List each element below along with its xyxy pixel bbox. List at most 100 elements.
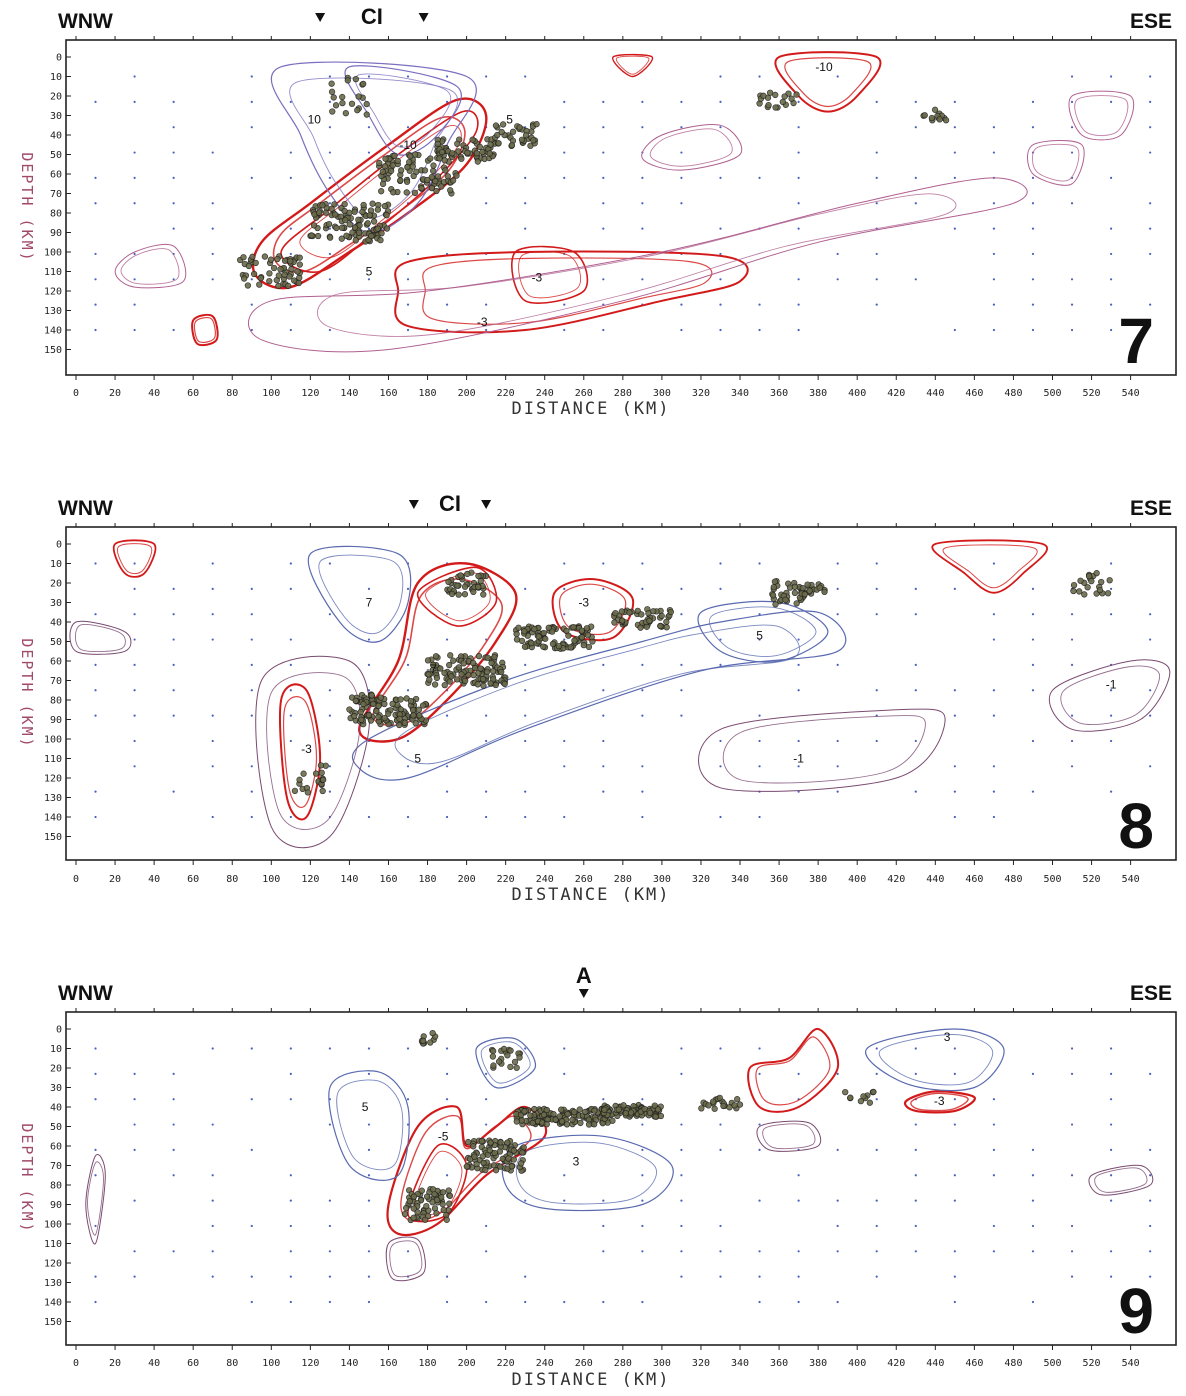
x-tick-label: 420 xyxy=(887,1358,905,1369)
grid-node xyxy=(94,1174,97,1177)
hypocenter-point xyxy=(654,1106,662,1113)
grid-node xyxy=(992,1174,996,1177)
contour-line xyxy=(755,1036,831,1106)
hypocenter-point xyxy=(432,653,440,660)
grid-node xyxy=(406,663,410,667)
hypocenter-point xyxy=(521,643,529,650)
hypocenter-point xyxy=(410,1193,418,1200)
hypocenter-point xyxy=(555,642,562,650)
grid-node xyxy=(602,328,605,332)
hypocenter-point xyxy=(620,1102,627,1109)
hypocenter-point xyxy=(446,1192,454,1199)
grid-node xyxy=(445,75,449,78)
hypocenter-point xyxy=(793,600,800,607)
grid-node xyxy=(992,278,996,281)
grid-node xyxy=(485,1072,488,1075)
hypocenter-point xyxy=(470,1143,477,1150)
hypocenter-point xyxy=(460,660,467,667)
hypocenter-point xyxy=(480,682,487,689)
grid-node xyxy=(1149,714,1152,717)
x-tick-label: 500 xyxy=(1043,1358,1061,1369)
hypocenter-point xyxy=(510,1147,518,1154)
contour-line xyxy=(1068,90,1135,141)
grid-node xyxy=(485,714,488,717)
hypocenter-point xyxy=(646,1109,654,1117)
grid-node xyxy=(641,689,644,692)
hypocenter-point xyxy=(360,201,367,209)
grid-node xyxy=(992,151,996,154)
y-tick-label: 20 xyxy=(50,1064,62,1075)
hypocenter-point xyxy=(296,254,303,261)
hypocenter-point xyxy=(338,224,346,231)
grid-node xyxy=(719,75,722,78)
grid-node xyxy=(797,202,800,205)
grid-node xyxy=(914,1224,917,1228)
grid-node xyxy=(914,1148,917,1151)
grid-node xyxy=(445,1047,449,1050)
grid-node xyxy=(680,613,683,616)
grid-node xyxy=(1031,587,1035,590)
hypocenter-point xyxy=(318,769,325,776)
hypocenter-point xyxy=(381,700,388,708)
grid-node xyxy=(94,613,97,616)
grid-node xyxy=(680,1250,683,1253)
hypocenter-point xyxy=(601,1106,608,1113)
hypocenter-point xyxy=(295,279,302,287)
x-tick-label: 120 xyxy=(301,874,319,885)
grid-node xyxy=(367,1224,371,1228)
y-tick-label: 60 xyxy=(50,1142,62,1153)
grid-node xyxy=(94,689,97,692)
marker-label: CI xyxy=(361,4,383,29)
grid-node xyxy=(289,1275,292,1278)
hypocenter-point xyxy=(333,224,340,232)
hypocenter-point xyxy=(543,1121,550,1128)
contour-line xyxy=(85,1154,106,1245)
grid-node xyxy=(94,202,97,205)
y-tick-label: 30 xyxy=(50,598,62,609)
grid-node xyxy=(641,790,644,793)
hypocenter-point xyxy=(473,150,480,157)
hypocenter-point xyxy=(480,591,487,598)
grid-node xyxy=(485,75,488,78)
hypocenter-point xyxy=(378,230,385,237)
hypocenter-point xyxy=(619,617,626,624)
grid-node xyxy=(250,278,253,281)
x-tick-label: 20 xyxy=(109,1358,121,1369)
grid-node xyxy=(172,638,175,641)
grid-node xyxy=(953,151,956,154)
hypocenter-point xyxy=(360,80,367,88)
hypocenter-point xyxy=(354,107,361,114)
hypocenter-point xyxy=(370,700,377,708)
grid-node xyxy=(250,790,253,793)
hypocenter-point xyxy=(1084,584,1091,591)
contour-value-label: -1 xyxy=(1106,677,1117,691)
grid-node xyxy=(133,1199,136,1202)
grid-node xyxy=(328,227,331,230)
hypocenter-point xyxy=(389,162,396,169)
hypocenter-point xyxy=(490,1062,497,1069)
x-tick-label: 500 xyxy=(1043,388,1061,399)
hypocenter-point xyxy=(445,578,452,586)
x-tick-label: 100 xyxy=(262,1358,280,1369)
grid-node xyxy=(289,1174,292,1177)
hypocenter-point xyxy=(658,612,665,620)
grid-node xyxy=(1070,126,1074,129)
hypocenter-point xyxy=(445,1187,452,1194)
grid-node xyxy=(953,714,956,717)
grid-node xyxy=(94,663,97,667)
grid-node xyxy=(953,1072,956,1075)
grid-node xyxy=(719,815,722,819)
contour-line xyxy=(344,65,462,156)
grid-node xyxy=(836,613,839,616)
contour-lines xyxy=(85,1028,1154,1282)
contour-line xyxy=(389,1240,423,1278)
grid-node xyxy=(719,1275,722,1278)
x-tick-label: 120 xyxy=(301,1358,319,1369)
grid-node xyxy=(1109,278,1113,281)
grid-node xyxy=(94,252,97,256)
y-tick-label: 80 xyxy=(50,209,62,220)
contour-line xyxy=(351,610,847,781)
grid-node xyxy=(328,100,331,103)
grid-node xyxy=(875,303,878,306)
hypocenter-point xyxy=(382,155,389,162)
